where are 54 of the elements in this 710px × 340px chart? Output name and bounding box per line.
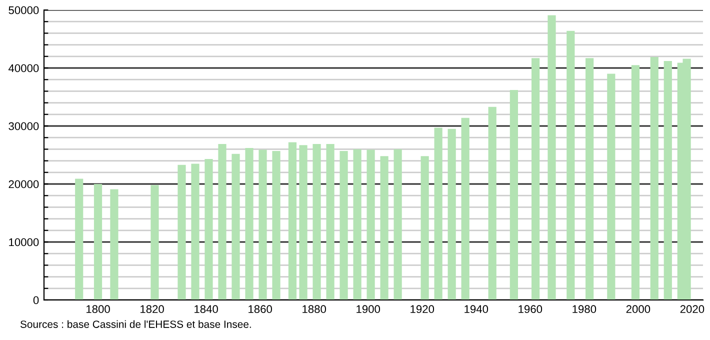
x-tick-label: 1800 <box>86 305 110 314</box>
x-tick-label: 1820 <box>140 305 164 314</box>
bar <box>312 144 321 300</box>
x-tick-label: 1840 <box>194 305 218 314</box>
bar <box>150 185 159 300</box>
y-tick-label: 40000 <box>8 64 39 72</box>
bar <box>353 149 362 300</box>
bar <box>340 150 348 300</box>
bar <box>245 148 254 300</box>
bar <box>532 58 540 300</box>
source-note: Sources : base Cassini de l'EHESS et base Insee. <box>20 320 251 328</box>
bar <box>178 164 186 300</box>
bar <box>548 15 556 300</box>
bar <box>566 30 575 300</box>
bar <box>94 184 102 300</box>
bar <box>586 58 594 300</box>
bar <box>380 156 388 300</box>
bar <box>607 74 616 300</box>
bar <box>434 128 442 300</box>
y-tick-label: 50000 <box>8 6 39 14</box>
bar <box>110 189 118 300</box>
x-tick-label: 2000 <box>626 305 650 314</box>
bar <box>218 144 226 300</box>
bar <box>272 150 280 300</box>
bar <box>288 142 297 300</box>
bar <box>664 61 672 300</box>
y-tick-label: 0 <box>33 296 39 304</box>
x-tick-label: 1860 <box>248 305 272 314</box>
bar <box>299 145 308 300</box>
bar <box>631 65 640 300</box>
y-tick-label: 30000 <box>8 122 39 130</box>
bar <box>75 178 84 300</box>
x-tick-label: 1940 <box>464 305 488 314</box>
bar <box>366 150 375 300</box>
bar <box>326 144 334 300</box>
bar <box>510 90 518 300</box>
x-tick-label: 1980 <box>572 305 596 314</box>
bar <box>488 106 496 300</box>
y-tick-label: 10000 <box>9 238 39 246</box>
bar <box>191 164 200 300</box>
bar <box>420 156 429 300</box>
bar <box>232 154 240 300</box>
x-tick-label: 1960 <box>518 305 542 314</box>
x-tick-label: 2020 <box>680 305 704 314</box>
x-tick-label: 1900 <box>356 305 380 314</box>
x-tick-label: 1920 <box>410 305 434 314</box>
x-tick-label: 1880 <box>302 305 326 314</box>
bar <box>204 159 213 300</box>
bar <box>650 56 658 300</box>
bar <box>258 150 267 300</box>
bar <box>448 128 456 300</box>
bar <box>394 149 402 300</box>
y-tick-label: 20000 <box>8 180 39 188</box>
bar <box>461 118 470 300</box>
